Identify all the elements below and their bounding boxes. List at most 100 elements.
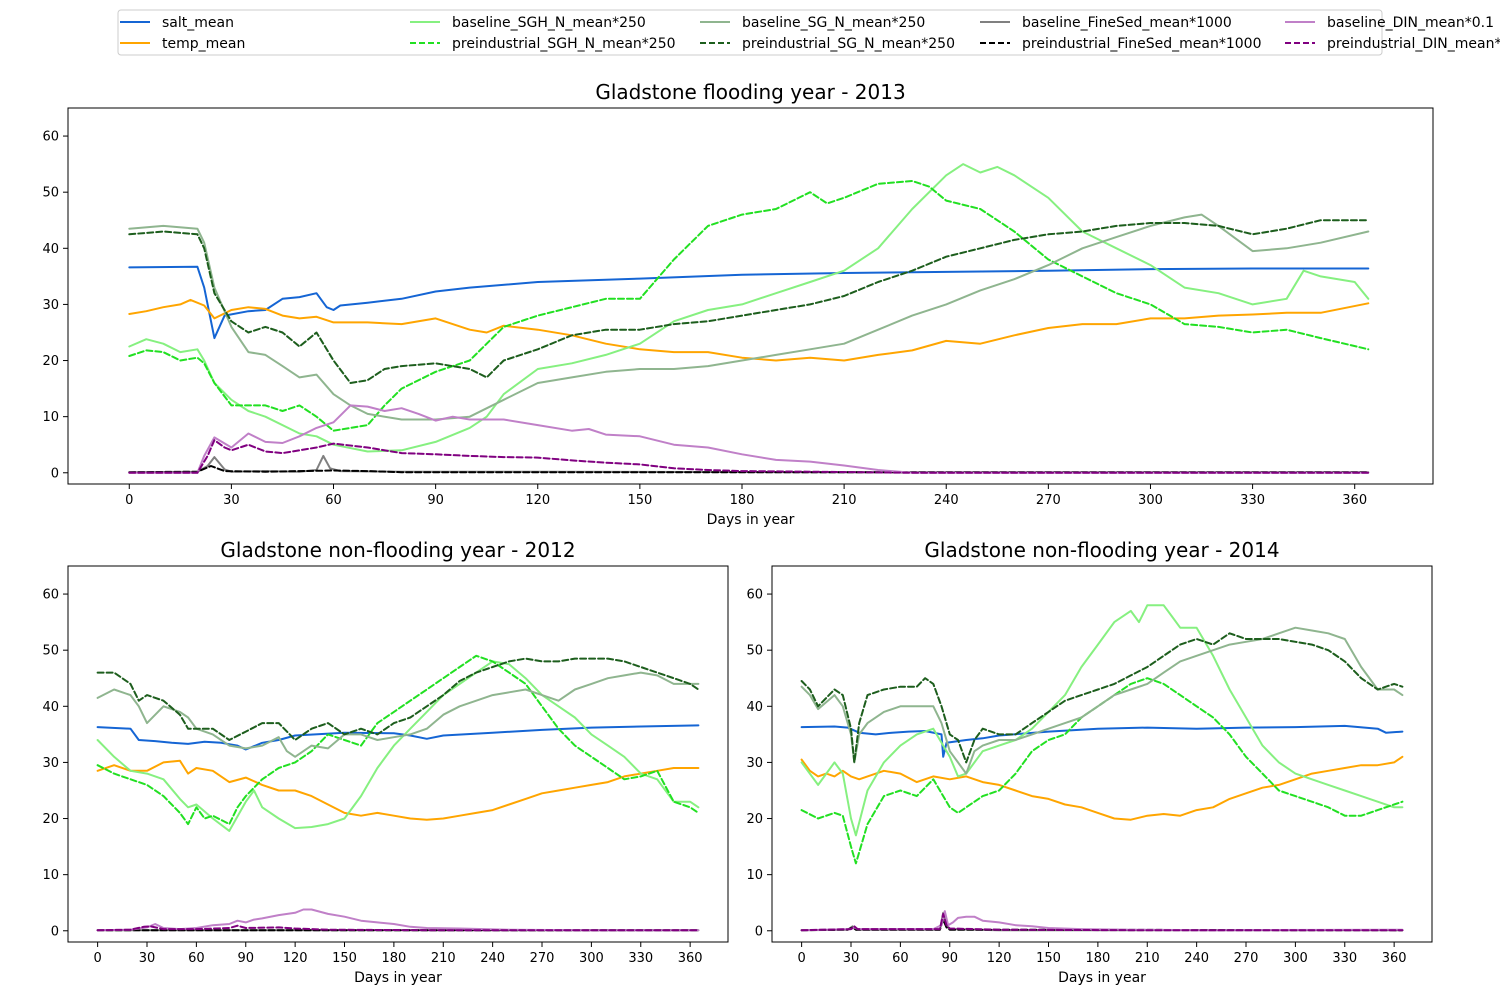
legend-label-preindustrial-sgh-n-mean-250: preindustrial_SGH_N_mean*250 — [452, 36, 676, 52]
x-tick-label: 210 — [431, 951, 456, 966]
x-tick-label: 270 — [530, 951, 555, 966]
legend-label-temp-mean: temp_mean — [162, 36, 245, 52]
chart-panel-2014: Gladstone non-flooding year - 2014 0 30 60 9… — [746, 538, 1433, 986]
y-tick-label: 60 — [42, 588, 59, 603]
series-line-salt-mean — [96, 724, 700, 751]
y-tick-label: 60 — [746, 588, 763, 603]
y-tick-label: 10 — [42, 410, 59, 425]
x-tick-label: 30 — [139, 951, 156, 966]
legend-label-baseline-sg-n-mean-250: baseline_SG_N_mean*250 — [742, 15, 925, 31]
legend-label-preindustrial-finesed-mean-1000: preindustrial_FineSed_mean*1000 — [1022, 36, 1262, 52]
legend-label-preindustrial-sg-n-mean-250: preindustrial_SG_N_mean*250 — [742, 36, 955, 52]
chart-title: Gladstone non-flooding year - 2012 — [220, 538, 575, 562]
y-tick-label: 20 — [746, 812, 763, 827]
y-tick-label: 40 — [746, 700, 763, 715]
series-group — [800, 604, 1404, 932]
x-tick-label: 270 — [1036, 493, 1061, 508]
x-tick-label: 90 — [941, 951, 958, 966]
x-tick-label: 270 — [1234, 951, 1259, 966]
x-tick-label: 120 — [525, 493, 550, 508]
y-tick-label: 30 — [746, 756, 763, 771]
series-group — [96, 654, 700, 932]
x-tick-label: 0 — [93, 951, 101, 966]
plot-frame — [771, 565, 1433, 943]
y-tick-label: 50 — [42, 186, 59, 201]
series-line-temp-mean — [96, 759, 700, 821]
y-tick-label: 60 — [42, 130, 59, 145]
x-tick-label: 180 — [381, 951, 406, 966]
series-line-baseline-sg-n-mean-250 — [800, 626, 1404, 775]
series-line-preindustrial-sgh-n-mean-250 — [96, 654, 700, 826]
x-tick-label: 60 — [188, 951, 205, 966]
x-tick-label: 360 — [678, 951, 703, 966]
series-line-preindustrial-sg-n-mean-250 — [96, 657, 700, 741]
series-line-baseline-sg-n-mean-250 — [96, 671, 700, 758]
x-tick-label: 360 — [1342, 493, 1367, 508]
x-tick-label: 180 — [730, 493, 755, 508]
series-line-temp-mean — [800, 755, 1404, 821]
y-tick-label: 20 — [42, 812, 59, 827]
x-tick-label: 150 — [1036, 951, 1061, 966]
series-group — [128, 163, 1370, 474]
chart-title: Gladstone non-flooding year - 2014 — [924, 538, 1279, 562]
series-line-preindustrial-sg-n-mean-250 — [800, 632, 1404, 764]
x-tick-label: 210 — [1135, 951, 1160, 966]
y-tick-label: 40 — [42, 700, 59, 715]
series-line-baseline-din-mean-0-1 — [128, 404, 1370, 474]
x-axis-label: Days in year — [1058, 970, 1146, 986]
x-tick-label: 150 — [627, 493, 652, 508]
plot-frame — [67, 107, 1434, 485]
y-tick-label: 0 — [755, 924, 763, 939]
y-tick-label: 10 — [42, 868, 59, 883]
x-axis-label: Days in year — [707, 512, 795, 528]
x-tick-label: 120 — [987, 951, 1012, 966]
x-tick-label: 150 — [332, 951, 357, 966]
series-line-preindustrial-din-mean-0-1 — [96, 924, 700, 932]
x-tick-label: 60 — [325, 493, 342, 508]
x-tick-label: 90 — [427, 493, 444, 508]
x-tick-label: 240 — [934, 493, 959, 508]
series-line-preindustrial-din-mean-0-1 — [128, 439, 1370, 474]
series-line-salt-mean — [800, 724, 1404, 758]
y-tick-label: 50 — [746, 644, 763, 659]
x-tick-label: 30 — [843, 951, 860, 966]
series-line-preindustrial-finesed-mean-1000 — [128, 465, 1370, 474]
chart-title: Gladstone flooding year - 2013 — [595, 80, 905, 104]
x-tick-label: 300 — [1138, 493, 1163, 508]
legend-label-salt-mean: salt_mean — [162, 15, 234, 31]
y-tick-label: 30 — [42, 756, 59, 771]
x-axis-label: Days in year — [354, 970, 442, 986]
series-line-temp-mean — [128, 298, 1370, 362]
legend: salt_mean temp_mean baseline_SGH_N_mean*25… — [117, 9, 1500, 56]
x-tick-label: 240 — [1184, 951, 1209, 966]
plot-frame — [67, 565, 729, 943]
series-line-baseline-sgh-n-mean-250 — [128, 163, 1370, 453]
legend-label-baseline-sgh-n-mean-250: baseline_SGH_N_mean*250 — [452, 15, 646, 31]
x-tick-label: 60 — [892, 951, 909, 966]
x-tick-label: 300 — [1283, 951, 1308, 966]
chart-panel-2012: Gladstone non-flooding year - 2012 0 30 60 9… — [42, 538, 729, 986]
y-tick-label: 10 — [746, 868, 763, 883]
series-line-preindustrial-sg-n-mean-250 — [128, 219, 1370, 384]
legend-label-baseline-din-mean-0-1: baseline_DIN_mean*0.1 — [1327, 15, 1494, 31]
x-tick-label: 330 — [628, 951, 653, 966]
x-tick-label: 120 — [283, 951, 308, 966]
chart-panel-2013: Gladstone flooding year - 2013 0 30 60 90 120… — [42, 80, 1434, 528]
series-line-baseline-sg-n-mean-250 — [128, 213, 1370, 421]
x-tick-label: 30 — [223, 493, 240, 508]
x-tick-label: 360 — [1382, 951, 1407, 966]
legend-label-baseline-finesed-mean-1000: baseline_FineSed_mean*1000 — [1022, 15, 1232, 31]
y-tick-label: 40 — [42, 242, 59, 257]
y-tick-label: 0 — [51, 466, 59, 481]
y-tick-label: 0 — [51, 924, 59, 939]
x-tick-label: 240 — [480, 951, 505, 966]
series-line-baseline-sgh-n-mean-250 — [800, 604, 1404, 837]
series-line-preindustrial-din-mean-0-1 — [800, 912, 1404, 932]
x-tick-label: 0 — [797, 951, 805, 966]
x-tick-label: 180 — [1085, 951, 1110, 966]
x-tick-label: 210 — [832, 493, 857, 508]
x-tick-label: 300 — [579, 951, 604, 966]
x-tick-label: 330 — [1332, 951, 1357, 966]
